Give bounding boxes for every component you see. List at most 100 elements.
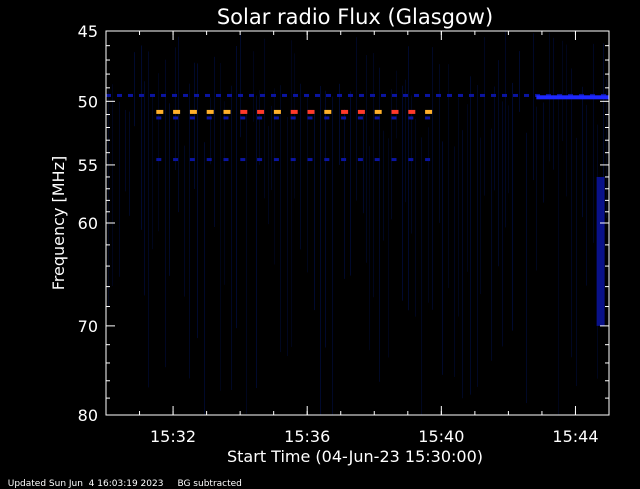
band-dash bbox=[117, 93, 122, 97]
background-streak bbox=[505, 31, 506, 228]
band-dash bbox=[223, 109, 231, 114]
axes: 45 50 55 60 70 80 15:32 15:36 15:40 15:44 bbox=[78, 22, 610, 446]
band-dash bbox=[194, 93, 199, 97]
background-streak bbox=[214, 56, 215, 228]
band-dash bbox=[260, 93, 265, 97]
band-dash bbox=[240, 116, 246, 120]
background-streak bbox=[165, 59, 166, 368]
background-streak bbox=[462, 130, 463, 399]
background-streak bbox=[408, 46, 409, 311]
background-streak bbox=[477, 84, 478, 387]
band-dash bbox=[290, 116, 296, 120]
background-streak bbox=[391, 89, 392, 220]
background-streak bbox=[175, 47, 176, 171]
y-axis-label: Frequency [MHz] bbox=[49, 156, 68, 290]
band-dash bbox=[425, 93, 430, 97]
band-dash bbox=[139, 93, 144, 97]
background-streak bbox=[396, 70, 397, 139]
background-streak bbox=[240, 33, 241, 138]
background-streak bbox=[603, 43, 604, 231]
band-dash bbox=[238, 93, 243, 97]
background-streak bbox=[125, 109, 126, 192]
band-dash bbox=[337, 93, 342, 97]
background-streak bbox=[344, 109, 345, 279]
band-dash bbox=[249, 93, 254, 97]
background-streak bbox=[498, 60, 499, 267]
background-streak bbox=[189, 83, 190, 379]
band-dash bbox=[173, 116, 179, 120]
band-dash bbox=[408, 158, 414, 162]
band-dash bbox=[324, 116, 330, 120]
band-dash bbox=[414, 93, 419, 97]
background-streak bbox=[148, 51, 149, 388]
band-dash bbox=[257, 116, 263, 120]
background-streak bbox=[494, 86, 495, 191]
band-dash bbox=[257, 158, 263, 162]
footer: Updated Sun Jun 4 16:03:19 2023 BG subtra… bbox=[2, 469, 256, 489]
band-dash bbox=[374, 109, 382, 114]
background-streak bbox=[428, 127, 429, 303]
background-streak bbox=[363, 110, 364, 214]
y-tick-label: 70 bbox=[78, 317, 98, 336]
background-note: BG subtracted bbox=[177, 479, 242, 489]
background-streak bbox=[405, 79, 406, 203]
band-dash bbox=[307, 158, 313, 162]
band-dash bbox=[357, 116, 363, 120]
band-dash bbox=[257, 109, 265, 114]
band-dash bbox=[273, 158, 279, 162]
band-dash bbox=[161, 93, 166, 97]
x-tick-label: 15:32 bbox=[150, 427, 196, 446]
band-dash bbox=[304, 93, 309, 97]
band-dash bbox=[447, 93, 452, 97]
background-streak bbox=[536, 106, 537, 271]
background-streak bbox=[576, 137, 577, 387]
background-streak bbox=[280, 85, 281, 353]
band-dash bbox=[513, 93, 518, 97]
band-dash bbox=[189, 109, 197, 114]
background-streak bbox=[169, 103, 170, 276]
band-dash bbox=[156, 158, 162, 162]
background-streak bbox=[508, 105, 509, 194]
band-dash bbox=[128, 93, 133, 97]
band-dash bbox=[206, 109, 214, 114]
background-streak bbox=[300, 83, 301, 250]
background-streak bbox=[287, 117, 288, 357]
band-dash bbox=[282, 93, 287, 97]
band-dash bbox=[341, 158, 347, 162]
background-streak bbox=[314, 110, 315, 311]
band-dash bbox=[240, 158, 246, 162]
band-dash bbox=[290, 109, 298, 114]
band-dash bbox=[357, 109, 365, 114]
y-tick-label: 50 bbox=[78, 92, 98, 111]
background-streak bbox=[268, 125, 269, 225]
y-tick-label: 60 bbox=[78, 214, 98, 233]
chart-title: Solar radio Flux (Glasgow) bbox=[217, 5, 493, 29]
band-dash bbox=[206, 158, 212, 162]
band-dash bbox=[273, 109, 281, 114]
background-streak bbox=[442, 141, 443, 375]
band-dash bbox=[348, 93, 353, 97]
background-streak bbox=[291, 40, 292, 347]
band-dash bbox=[172, 93, 177, 97]
band-dash bbox=[106, 93, 111, 97]
band-dash bbox=[293, 93, 298, 97]
background-streak bbox=[256, 95, 257, 389]
background-streak bbox=[467, 104, 468, 272]
background-streak bbox=[220, 63, 221, 391]
band-dash bbox=[290, 158, 296, 162]
emission-column bbox=[596, 176, 605, 326]
background-streak bbox=[421, 137, 422, 415]
background-streak bbox=[184, 145, 185, 297]
band-dash bbox=[425, 116, 431, 120]
background-streak bbox=[606, 78, 607, 219]
background-streak bbox=[294, 53, 295, 199]
band-dash bbox=[341, 116, 347, 120]
band-dash bbox=[374, 158, 380, 162]
background-streak bbox=[274, 88, 275, 265]
band-dash bbox=[206, 116, 212, 120]
background-streak bbox=[350, 91, 351, 276]
background-streak bbox=[339, 83, 340, 165]
band-dash bbox=[408, 109, 416, 114]
band-dash bbox=[326, 93, 331, 97]
background-streak bbox=[526, 132, 527, 404]
